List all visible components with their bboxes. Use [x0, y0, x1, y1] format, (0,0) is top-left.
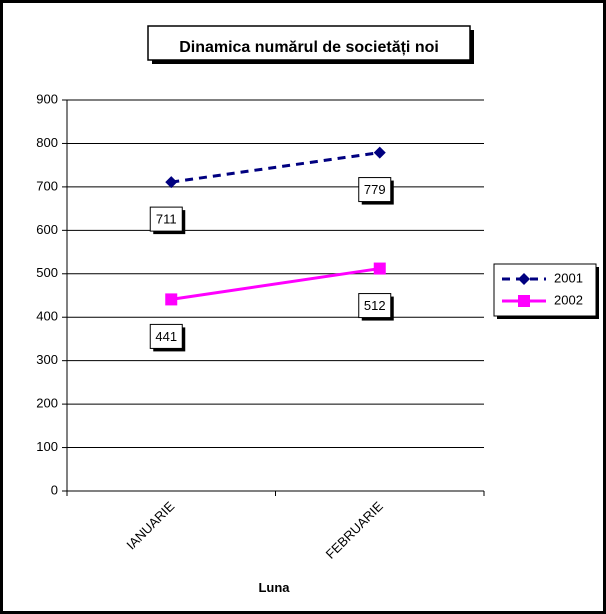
legend-label: 2001 — [554, 270, 583, 285]
x-axis-title: Luna — [258, 580, 290, 595]
y-tick-label: 800 — [36, 135, 58, 150]
data-label: 512 — [364, 298, 386, 313]
y-tick-label: 500 — [36, 265, 58, 280]
y-tick-label: 0 — [51, 482, 58, 497]
data-label-box: 711 — [149, 206, 186, 235]
legend-box — [493, 263, 597, 317]
data-label-box: 779 — [358, 177, 394, 205]
data-label: 711 — [156, 212, 177, 227]
y-tick-label: 700 — [36, 178, 58, 193]
legend-label: 2002 — [554, 292, 583, 307]
y-tick-label: 100 — [36, 439, 58, 454]
y-tick-label: 600 — [36, 222, 58, 237]
data-point-2001 — [373, 146, 386, 159]
chart-title-box: Dinamica numărul de societăți noi — [147, 25, 474, 64]
data-label-box: 512 — [358, 293, 394, 321]
legend-marker-2001 — [518, 273, 530, 285]
data-point-2001 — [165, 176, 178, 189]
legend-marker-2002 — [518, 295, 530, 307]
data-label: 441 — [155, 329, 177, 344]
data-label-box: 441 — [149, 323, 186, 352]
y-tick-label: 300 — [36, 352, 58, 367]
data-label: 779 — [364, 182, 386, 197]
y-tick-label: 900 — [36, 91, 58, 106]
data-point-2002 — [165, 293, 178, 306]
y-tick-label: 400 — [36, 309, 58, 324]
chart-title: Dinamica numărul de societăți noi — [179, 39, 439, 56]
legend: 2001 2002 — [493, 263, 599, 319]
data-point-2002 — [373, 262, 386, 275]
y-tick-label: 200 — [36, 396, 58, 411]
series-line-2002 — [171, 267, 380, 301]
series-line-2001 — [171, 151, 380, 184]
